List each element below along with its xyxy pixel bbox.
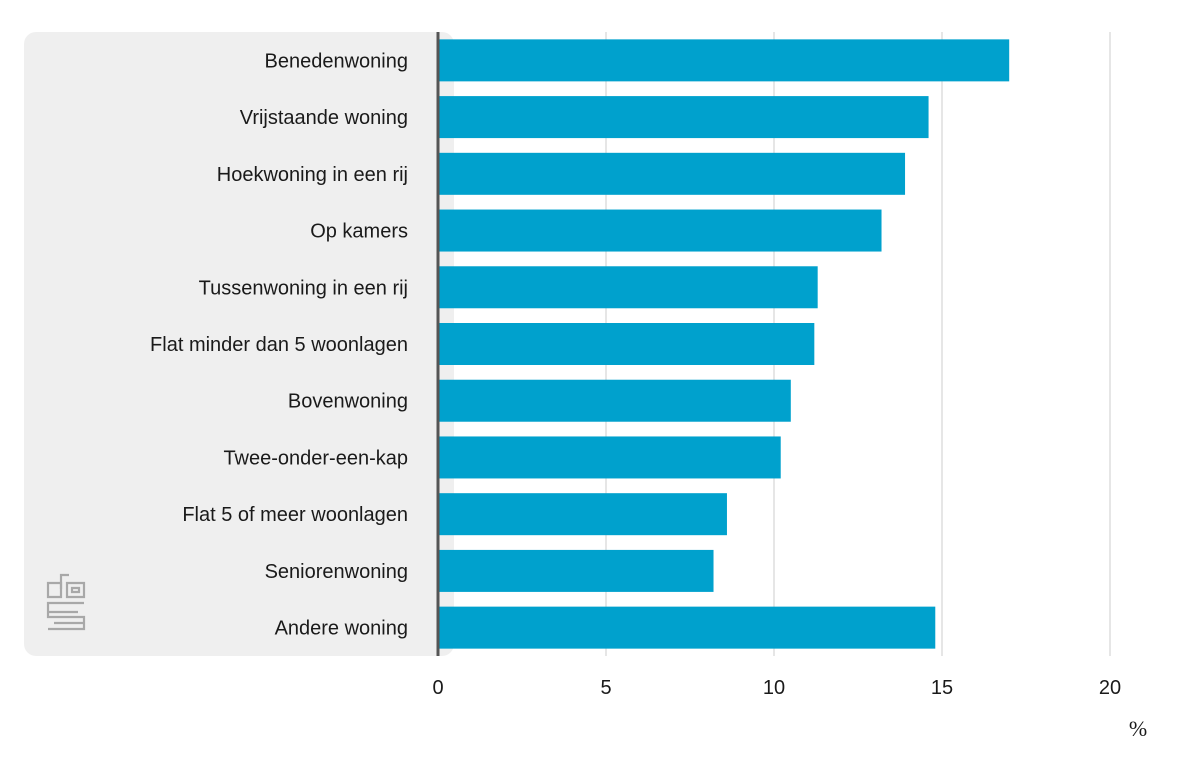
category-label: Vrijstaande woning — [240, 107, 408, 129]
bar — [439, 379, 791, 422]
category-label: Flat 5 of meer woonlagen — [182, 504, 408, 526]
bar — [439, 549, 714, 592]
bar — [439, 606, 936, 649]
category-label: Andere woning — [275, 618, 408, 640]
x-tick-label: 20 — [1099, 677, 1121, 699]
bar — [439, 323, 815, 365]
x-tick-labels: 0 5 10 15 20 — [432, 677, 1121, 699]
category-label: Hoekwoning in een rij — [217, 164, 408, 186]
bar — [439, 436, 781, 479]
bar — [439, 39, 1010, 82]
category-label: Twee-onder-een-kap — [223, 447, 408, 469]
category-labels: Benedenwoning Vrijstaande woning Hoekwonin… — [150, 50, 408, 639]
cbs-logo — [46, 573, 86, 631]
category-label: Benedenwoning — [265, 50, 408, 72]
x-tick-label: 5 — [600, 677, 611, 699]
x-tick-label: 0 — [432, 677, 443, 699]
bars — [439, 39, 1010, 649]
x-tick-label: 15 — [931, 677, 953, 699]
category-label: Flat minder dan 5 woonlagen — [150, 334, 408, 356]
bar — [439, 493, 727, 536]
category-label: Bovenwoning — [288, 391, 408, 413]
category-label-panel — [24, 32, 454, 656]
x-axis-unit-label: % — [1129, 716, 1147, 741]
bar — [439, 266, 818, 309]
category-label: Seniorenwoning — [265, 561, 408, 583]
category-label: Op kamers — [310, 221, 408, 243]
bar — [439, 96, 929, 139]
bar — [439, 209, 882, 252]
category-label: Tussenwoning in een rij — [199, 277, 408, 299]
bar — [439, 152, 906, 195]
x-tick-label: 10 — [763, 677, 785, 699]
